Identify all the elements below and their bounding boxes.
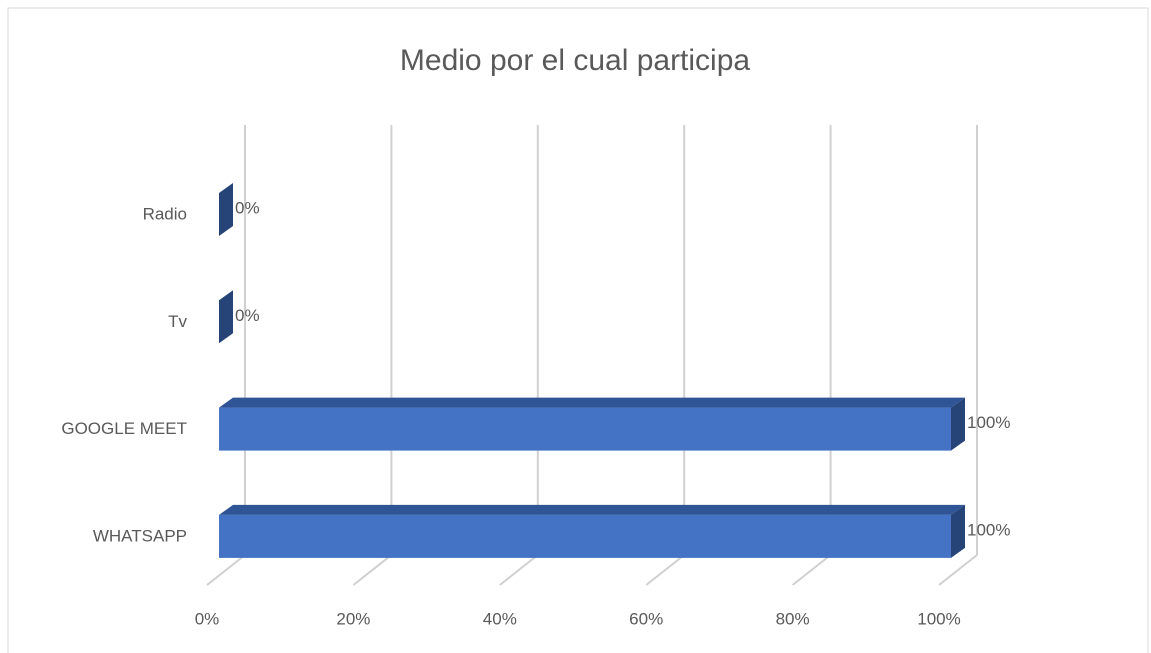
data-label: 100% xyxy=(967,520,1010,539)
bar-side xyxy=(951,504,965,558)
x-tick-label: 60% xyxy=(629,609,663,628)
x-tick-label: 100% xyxy=(917,609,960,628)
floor-line xyxy=(206,554,246,586)
floor-line xyxy=(791,554,832,586)
data-label: 0% xyxy=(235,198,260,217)
x-tick-label: 40% xyxy=(483,609,517,628)
x-tick-label: 80% xyxy=(776,609,810,628)
floor-line xyxy=(499,554,539,586)
data-label: 100% xyxy=(967,413,1010,432)
bar-front xyxy=(219,407,951,451)
bar-side xyxy=(951,397,965,451)
bar-top xyxy=(219,504,965,515)
y-tick-label: GOOGLE MEET xyxy=(61,419,187,438)
x-tick-label: 20% xyxy=(336,609,370,628)
x-tick-label: 0% xyxy=(195,609,220,628)
data-label: 0% xyxy=(235,306,260,325)
bar-side xyxy=(219,290,233,344)
bar-top xyxy=(219,397,965,408)
y-tick-label: WHATSAPP xyxy=(93,526,187,545)
y-tick-label: Radio xyxy=(143,204,187,223)
floor-line xyxy=(645,554,685,586)
bar-side xyxy=(219,183,233,236)
y-tick-label: Tv xyxy=(168,312,187,331)
chart-title: Medio por el cual participa xyxy=(400,44,751,77)
floor-line xyxy=(938,554,978,586)
floor-line xyxy=(352,554,393,586)
bar-front xyxy=(219,514,951,558)
